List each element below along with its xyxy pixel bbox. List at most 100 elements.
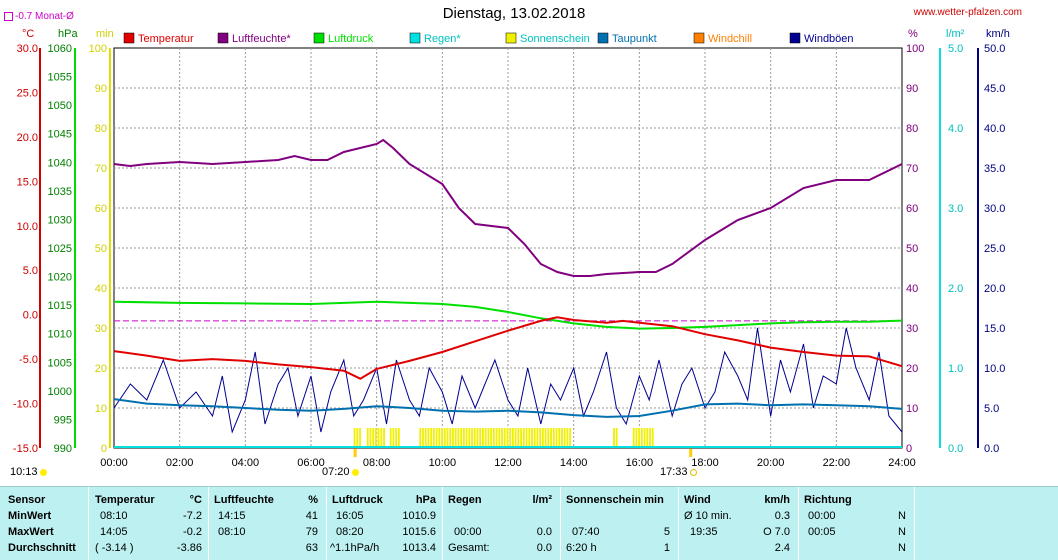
sunshine-bar — [476, 428, 479, 448]
luftdruck-min-time: 16:05 — [336, 510, 364, 522]
pressure-tick-label: 1035 — [48, 186, 72, 198]
stats-header-wind: Wind — [684, 494, 711, 506]
sunshine-bar — [374, 428, 377, 448]
month-average-legend: -0.7 Monat-Ø — [4, 11, 74, 22]
wind-tick-label: 0.0 — [984, 443, 999, 455]
wind-axis-unit: km/h — [986, 28, 1010, 40]
sunshine-bar — [430, 428, 433, 448]
pressure-tick-label: 1020 — [48, 272, 72, 284]
regen-max-time: 00:00 — [454, 526, 482, 538]
luftdruck-min-value: 1010.9 — [402, 510, 436, 522]
x-tick-label: 10:00 — [429, 457, 457, 469]
wind-tick-label: 20.0 — [984, 283, 1005, 295]
pressure-tick-label: 1025 — [48, 243, 72, 255]
sunshine-bar — [569, 428, 572, 448]
sunshine-bar — [438, 428, 441, 448]
legend-label-sonnenschein: Sonnenschein — [520, 33, 590, 45]
wind-avg-label: Ø 10 min. — [684, 510, 732, 522]
pressure-tick-label: 1060 — [48, 43, 72, 55]
temperature-tick-label: 0.0 — [23, 310, 38, 322]
sunshine-bar — [643, 428, 646, 448]
sunshine-bar — [427, 428, 430, 448]
wind-tick-label: 40.0 — [984, 123, 1005, 135]
column-divider — [798, 487, 799, 560]
humidity-tick-label: 80 — [906, 123, 918, 135]
column-divider — [88, 487, 89, 560]
luftfeuchte-min-value: 41 — [305, 510, 318, 522]
sunshine-tick-label: 50 — [95, 243, 107, 255]
temperature-tick-label: -10.0 — [13, 399, 38, 411]
unit-regen: l/m² — [532, 494, 552, 506]
humidity-tick-label: 40 — [906, 283, 918, 295]
rain-tick-label: 3.0 — [948, 203, 963, 215]
legend-swatch-luftdruck — [313, 32, 325, 44]
legend-label-luftfeuchte: Luftfeuchte* — [232, 33, 291, 45]
sunshine-bar — [484, 428, 487, 448]
luftfeuchte-avg-value: 63 — [305, 542, 318, 554]
sunset-tick — [689, 449, 693, 457]
pressure-axis-unit: hPa — [58, 28, 78, 40]
update-time-marker: 10:13 — [10, 466, 47, 478]
sunshine-bar — [550, 428, 552, 448]
rain-tick-label: 4.0 — [948, 123, 963, 135]
stats-header-luftdruck: Luftdruck — [332, 494, 383, 506]
checkbox-icon — [4, 11, 13, 21]
legend-label-temperatur: Temperatur — [138, 33, 194, 45]
column-divider — [560, 487, 561, 560]
temperatur-avg-value: -3.86 — [176, 542, 202, 554]
richtung-min-value: N — [898, 510, 906, 522]
pressure-tick-label: 1005 — [48, 357, 72, 369]
sunshine-bar — [632, 428, 635, 448]
unit-wind: km/h — [764, 494, 790, 506]
sunshine-bar — [372, 428, 375, 448]
sunshine-tick-label: 40 — [95, 283, 107, 295]
sunrise-time: 07:20 — [322, 466, 350, 478]
sunrise-marker: 07:20 — [322, 466, 359, 478]
sunrise-tick — [353, 449, 357, 457]
x-tick-label: 22:00 — [823, 457, 851, 469]
sunshine-bar — [520, 428, 522, 448]
sunshine-bar — [563, 428, 566, 448]
sunshine-bar — [446, 428, 449, 448]
luftdruck-trend: ^1.1hPa/h — [330, 542, 380, 554]
sunshine-bar — [457, 428, 460, 448]
weather-chart: 00:00 02:00 04:00 06:00 08:00 10:00 12:00 14:00… — [13, 28, 1010, 469]
rain-tick-label: 1.0 — [948, 363, 963, 375]
sunshine-bar — [479, 428, 482, 448]
sunshine-bar — [552, 428, 555, 448]
richtung-max-value: N — [898, 526, 906, 538]
series-luftfeuchte — [113, 138, 903, 277]
sunshine-bar — [462, 428, 465, 448]
sunshine-axis-unit: min — [96, 28, 114, 40]
temperature-tick-label: 30.0 — [17, 43, 38, 55]
legend-swatch-taupunkt — [597, 32, 609, 44]
stats-header-luftfeuchte: Luftfeuchte — [214, 494, 274, 506]
humidity-tick-label: 10 — [906, 403, 918, 415]
sunshine-bar — [487, 428, 490, 448]
month-average-label: -0.7 Monat-Ø — [15, 11, 74, 22]
pressure-tick-label: 1010 — [48, 329, 72, 341]
humidity-tick-label: 30 — [906, 323, 918, 335]
sunshine-tick-label: 70 — [95, 163, 107, 175]
rain-tick-label: 0.0 — [948, 443, 963, 455]
sunshine-tick-label: 90 — [95, 83, 107, 95]
sunshine-bar — [501, 428, 503, 448]
temperatur-min-value: -7.2 — [183, 510, 202, 522]
sunshine-bar — [389, 428, 392, 448]
wind-max-value: O 7.0 — [763, 526, 790, 538]
legend-label-windchill: Windchill — [708, 33, 752, 45]
sunshine-bar — [533, 428, 536, 448]
sunshine-bar — [397, 428, 400, 448]
legend-swatch-luftfeuchte — [217, 32, 229, 44]
temperature-tick-label: 5.0 — [23, 265, 38, 277]
legend-label-taupunkt: Taupunkt — [612, 33, 657, 45]
temperature-tick-label: -5.0 — [19, 354, 38, 366]
stats-header-richtung: Richtung — [804, 494, 852, 506]
temperature-tick-label: 20.0 — [17, 132, 38, 144]
source-link[interactable]: www.wetter-pfalzen.com — [913, 7, 1022, 18]
temperature-tick-label: 15.0 — [17, 176, 38, 188]
x-tick-label: 20:00 — [757, 457, 785, 469]
sunshine-bar — [615, 428, 618, 448]
sunshine-bar — [359, 428, 361, 448]
unit-temperatur: °C — [189, 494, 202, 506]
